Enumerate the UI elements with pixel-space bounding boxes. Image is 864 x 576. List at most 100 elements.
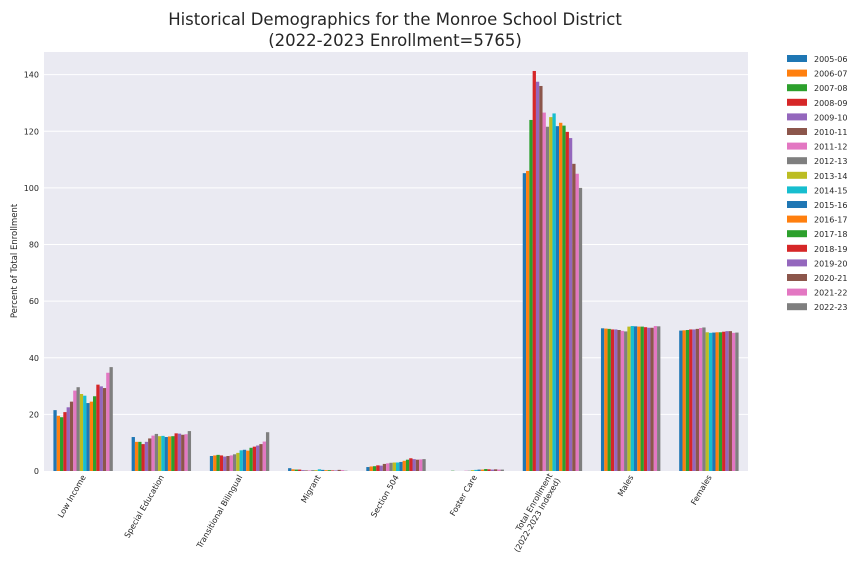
bar <box>728 331 732 471</box>
legend-label: 2006-07 <box>814 70 847 79</box>
bar <box>487 469 491 471</box>
y-tick-label: 40 <box>29 354 39 363</box>
x-axis-ticks: Low Income Special Education Transitional … <box>56 472 713 554</box>
y-tick-label: 20 <box>29 410 39 419</box>
legend-swatch <box>787 69 807 77</box>
bar <box>379 465 383 471</box>
bar <box>539 85 543 471</box>
bar <box>256 445 260 471</box>
x-tick-label: Special Education <box>123 474 166 540</box>
bar <box>490 469 495 471</box>
y-tick-label: 0 <box>34 467 39 476</box>
bar <box>412 459 416 471</box>
bar <box>307 470 312 471</box>
bar <box>712 332 716 471</box>
bar <box>572 163 576 471</box>
bar <box>216 454 220 471</box>
gridlines <box>44 74 748 415</box>
bar <box>154 433 159 471</box>
x-tick-label: Foster Care <box>448 473 479 517</box>
bar <box>389 462 393 471</box>
bar <box>63 412 67 471</box>
bar <box>376 465 380 471</box>
legend-label: 2012-13 <box>814 157 847 166</box>
bar <box>405 459 410 471</box>
bar <box>555 126 560 472</box>
bar <box>291 469 295 471</box>
bar <box>419 459 423 471</box>
bar <box>386 463 390 471</box>
legend-swatch <box>787 157 807 165</box>
bar <box>562 125 566 472</box>
bar <box>239 450 243 471</box>
bar <box>705 332 709 471</box>
bar <box>617 330 621 471</box>
bar <box>689 329 693 471</box>
bar <box>134 441 139 471</box>
bar <box>213 455 217 471</box>
y-tick-label: 80 <box>29 241 39 250</box>
bar <box>109 367 113 471</box>
bar <box>311 470 315 471</box>
bar <box>604 328 608 471</box>
bar <box>259 444 263 471</box>
bar <box>640 326 644 471</box>
bar <box>422 459 426 471</box>
bar <box>219 455 224 471</box>
legend-swatch <box>787 274 807 281</box>
bar <box>337 469 341 471</box>
legend-label: 2014-15 <box>814 186 847 195</box>
x-tick-label: Migrant <box>299 474 322 505</box>
bar <box>559 122 563 471</box>
bar <box>396 462 400 471</box>
bar <box>679 330 683 471</box>
bar <box>552 113 556 472</box>
y-tick-label: 100 <box>24 184 39 193</box>
y-tick-label: 120 <box>24 127 39 136</box>
x-tick-label: Females <box>689 474 713 507</box>
bar <box>392 462 396 471</box>
legend: 2005-06 2006-07 2007-08 2008-09 2009-10 2010-… <box>787 55 847 312</box>
bar <box>131 437 135 471</box>
bar <box>415 459 420 471</box>
bar <box>99 386 103 471</box>
bar <box>565 131 569 471</box>
bar <box>480 469 485 471</box>
legend-swatch <box>787 288 807 296</box>
x-tick-label: Transitional Bilingual <box>195 474 245 551</box>
bar <box>549 117 553 472</box>
bar <box>653 326 658 471</box>
bar <box>708 332 713 471</box>
bar <box>301 470 305 471</box>
bar <box>327 470 331 471</box>
bar <box>382 463 387 471</box>
legend-label: 2021-22 <box>814 289 847 298</box>
bar <box>532 70 536 471</box>
bar <box>692 329 696 471</box>
bar <box>542 112 546 471</box>
bar <box>568 138 573 471</box>
bar <box>304 470 308 471</box>
bar <box>725 331 729 471</box>
legend-swatch <box>787 215 807 223</box>
bar <box>158 436 162 471</box>
legend-label: 2016-17 <box>814 216 847 225</box>
bar <box>223 456 227 471</box>
bars-layer <box>53 70 739 472</box>
bar <box>643 327 648 471</box>
bar <box>294 469 298 471</box>
bar <box>93 396 97 471</box>
bar <box>647 327 651 471</box>
bar <box>366 467 370 471</box>
bar <box>731 332 736 471</box>
bar <box>69 401 74 471</box>
bar <box>578 187 583 471</box>
bar <box>83 395 87 471</box>
y-axis-ticks: 0 20 40 60 80 100 120 140 <box>24 71 39 476</box>
bar <box>526 170 530 471</box>
legend-swatch <box>787 186 807 194</box>
bar <box>500 469 504 471</box>
x-tick-label: Section 504 <box>369 474 401 520</box>
legend-swatch <box>787 244 807 252</box>
